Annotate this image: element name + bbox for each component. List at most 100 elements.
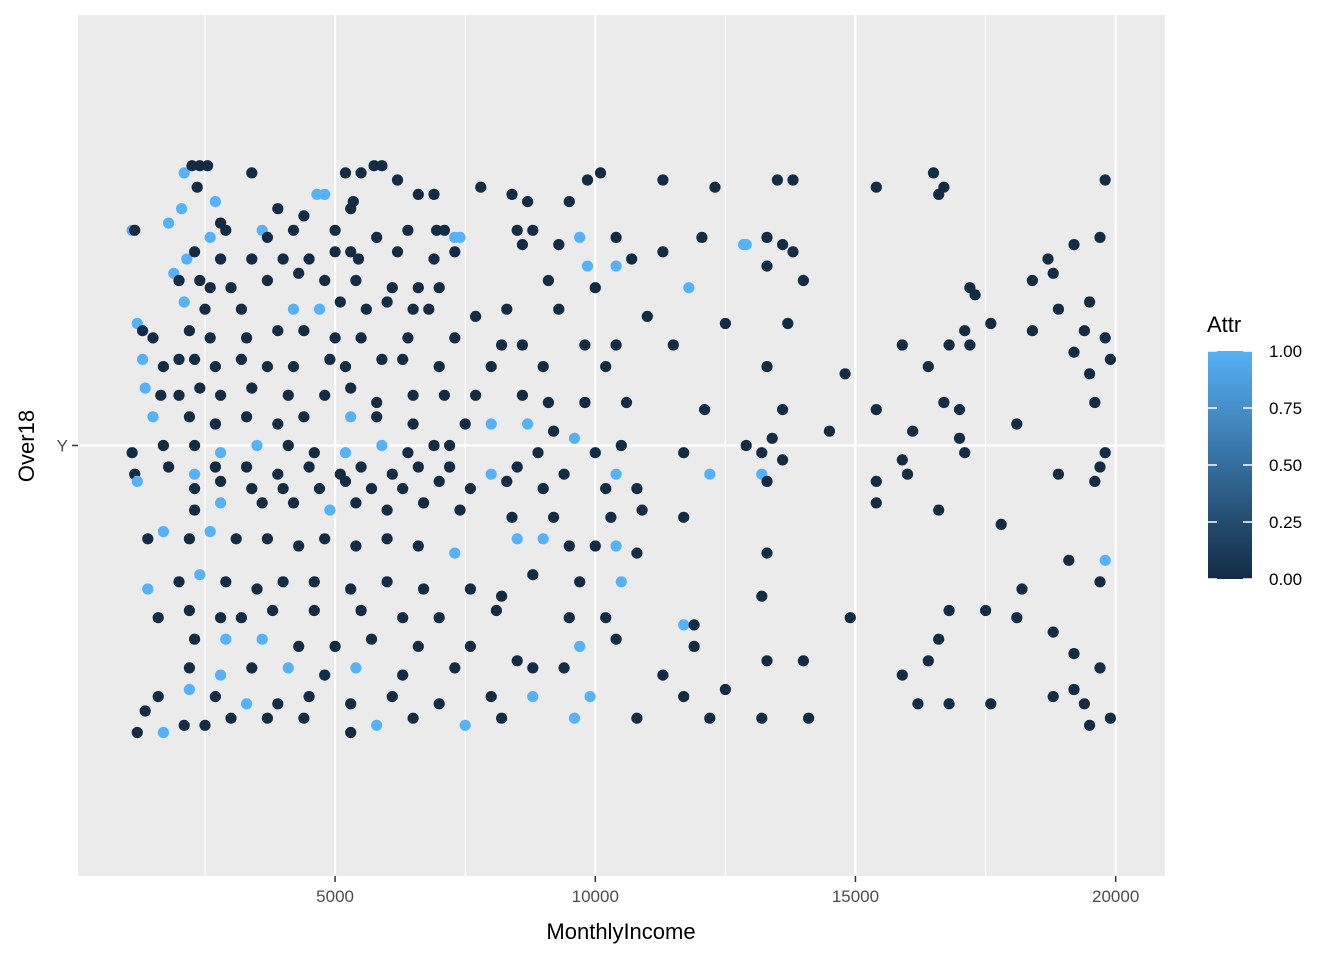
- data-point: [246, 253, 258, 265]
- data-point: [678, 619, 690, 631]
- data-point: [235, 612, 247, 624]
- data-point: [365, 483, 378, 495]
- data-point: [433, 282, 445, 294]
- data-point: [1104, 353, 1116, 365]
- data-point: [329, 640, 341, 653]
- data-point: [209, 418, 221, 430]
- data-point: [407, 712, 419, 724]
- data-point: [126, 447, 138, 459]
- data-point: [933, 188, 945, 200]
- data-point: [610, 468, 622, 480]
- data-point: [444, 439, 456, 452]
- data-point: [397, 483, 409, 495]
- data-point: [787, 246, 799, 258]
- data-point: [209, 361, 221, 373]
- data-point: [397, 669, 409, 681]
- data-point: [152, 691, 164, 703]
- data-point: [183, 533, 195, 545]
- data-point: [189, 468, 201, 480]
- data-point: [155, 389, 167, 401]
- data-point: [209, 461, 221, 473]
- data-point: [428, 253, 440, 265]
- data-point: [943, 339, 955, 351]
- data-point: [189, 439, 201, 452]
- data-point: [173, 353, 185, 365]
- data-point: [308, 604, 320, 617]
- data-point: [241, 411, 253, 423]
- data-point: [933, 633, 945, 645]
- data-point: [350, 662, 362, 674]
- data-point: [641, 310, 653, 322]
- data-point: [1084, 296, 1096, 308]
- data-point: [189, 353, 201, 365]
- data-point: [1099, 554, 1111, 566]
- data-point: [428, 439, 440, 452]
- data-point: [355, 332, 367, 344]
- data-point: [381, 533, 393, 545]
- data-point: [381, 296, 393, 308]
- data-point: [204, 282, 216, 294]
- data-point: [610, 633, 622, 645]
- data-point: [444, 461, 456, 473]
- data-point: [298, 411, 310, 423]
- data-point: [516, 339, 529, 351]
- data-point: [241, 461, 253, 473]
- data-point: [272, 325, 284, 337]
- data-point: [235, 303, 247, 315]
- data-point: [501, 303, 513, 315]
- data-point: [1094, 461, 1106, 473]
- data-point: [324, 353, 336, 365]
- data-point: [194, 382, 206, 394]
- legend-tick-label: 0.75: [1269, 399, 1302, 418]
- data-point: [699, 404, 711, 416]
- data-point: [1099, 447, 1111, 459]
- data-point: [329, 224, 341, 236]
- data-point: [985, 698, 997, 710]
- data-point: [267, 604, 279, 617]
- data-point: [511, 655, 523, 667]
- data-point: [204, 526, 216, 538]
- data-point: [761, 547, 773, 559]
- data-point: [391, 174, 404, 186]
- y-axis-title: Over18: [14, 410, 39, 482]
- data-point: [407, 303, 419, 315]
- data-point: [157, 361, 169, 373]
- data-point: [537, 483, 549, 495]
- data-point: [449, 231, 461, 243]
- y-axis: Y: [57, 437, 78, 456]
- data-point: [896, 454, 908, 466]
- data-point: [719, 683, 732, 696]
- data-point: [449, 662, 461, 674]
- data-point: [256, 497, 268, 509]
- data-point: [272, 698, 284, 710]
- legend-tick-label: 0.00: [1269, 570, 1302, 589]
- data-point: [355, 461, 367, 473]
- data-point: [1047, 691, 1059, 703]
- data-point: [464, 483, 476, 495]
- data-point: [339, 361, 352, 373]
- data-point: [761, 475, 773, 487]
- data-point: [777, 239, 789, 251]
- data-point: [459, 418, 471, 430]
- data-point: [563, 612, 575, 624]
- data-point: [173, 389, 185, 401]
- data-point: [220, 633, 232, 645]
- data-point: [964, 339, 976, 351]
- data-point: [438, 224, 450, 236]
- data-point: [433, 698, 445, 710]
- data-point: [537, 533, 549, 545]
- legend-ticks: 0.00 0.25 0.50 0.75 1.00: [1208, 342, 1302, 589]
- data-point: [740, 439, 752, 452]
- data-point: [516, 239, 529, 251]
- data-point: [610, 231, 622, 243]
- data-point: [901, 468, 914, 480]
- data-point: [371, 231, 383, 243]
- data-point: [581, 174, 594, 186]
- data-point: [839, 368, 851, 380]
- data-point: [277, 576, 289, 588]
- data-point: [246, 662, 258, 674]
- data-point: [600, 361, 612, 373]
- data-point: [490, 604, 502, 617]
- data-point: [402, 224, 414, 236]
- data-point: [568, 432, 581, 444]
